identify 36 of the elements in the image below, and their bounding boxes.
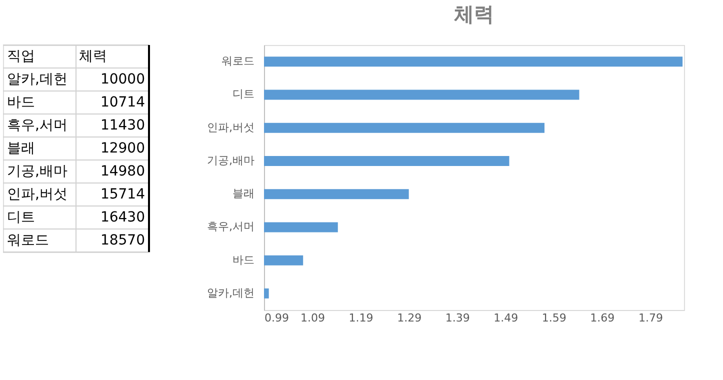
category-label: 인파,버섯 xyxy=(7,186,68,202)
data-label: 12900 xyxy=(100,140,145,156)
data-label: 14980 xyxy=(100,164,145,180)
y-tick-label: 바드 xyxy=(232,253,254,266)
x-tick-label: 1.19 xyxy=(348,312,374,324)
data-label: 18570 xyxy=(100,232,145,248)
y-tick-label: 블래 xyxy=(232,187,254,200)
x-tick-label: 1.39 xyxy=(445,312,470,324)
y-tick-label: 기공,배마 xyxy=(207,154,254,167)
text: 직업 xyxy=(7,48,35,64)
x-tick-label: 1.69 xyxy=(590,312,615,324)
x-tick-label: 1.09 xyxy=(300,312,326,324)
y-tick-label: 알카,데헌 xyxy=(207,286,254,300)
x-tick-label: 1.49 xyxy=(494,312,518,324)
y-tick-label: 워로드 xyxy=(222,54,254,68)
x-tick-label: 1.79 xyxy=(638,312,663,324)
data-label: 16430 xyxy=(100,210,145,226)
chart-title: 체력 xyxy=(453,2,494,26)
y-tick-label: 인파,버섯 xyxy=(207,120,254,134)
data-label: 10714 xyxy=(100,94,146,110)
data-label: 15714 xyxy=(100,186,146,202)
category-label: 알카,데헌 xyxy=(7,72,68,88)
category-label: 기공,배마 xyxy=(7,164,68,180)
x-tick-label: 1.29 xyxy=(397,312,422,324)
category-label: 워로드 xyxy=(7,232,49,248)
y-tick-label: 디트 xyxy=(232,88,254,101)
x-tick-label: 1.59 xyxy=(542,312,566,324)
category-label: 흑우,서머 xyxy=(7,118,68,134)
category-label: 디트 xyxy=(7,210,35,226)
data-label: 11430 xyxy=(100,118,145,134)
y-tick-label: 흑우,서머 xyxy=(207,220,254,234)
category-label: 블래 xyxy=(7,140,35,156)
data-label: 10000 xyxy=(100,72,145,88)
x-tick-label: 0.99 xyxy=(264,312,289,324)
category-label: 바드 xyxy=(7,94,35,110)
text: 체력 xyxy=(79,48,107,64)
